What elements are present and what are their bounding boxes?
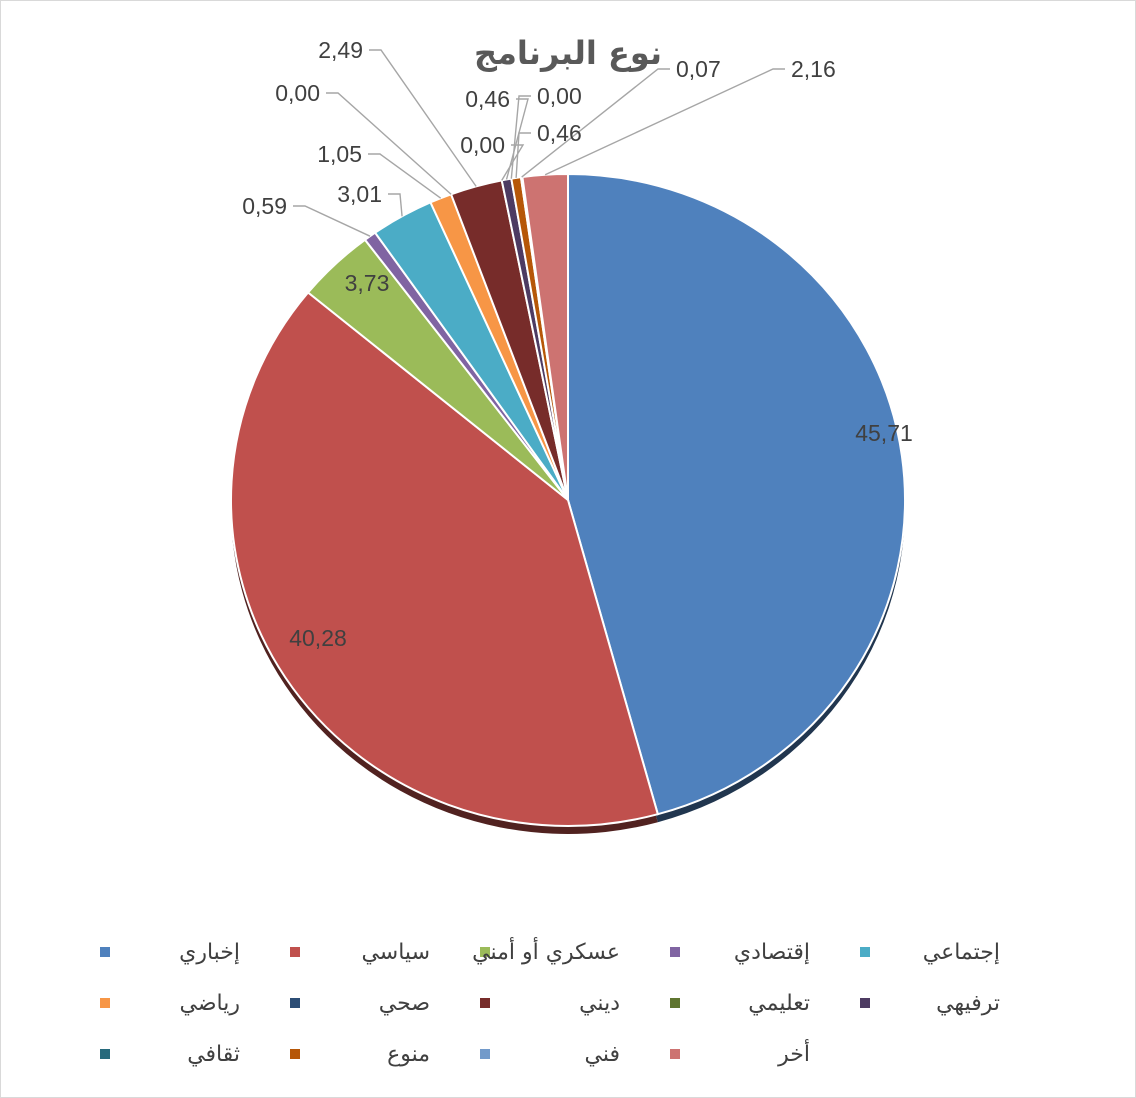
data-label: 1,05 — [317, 141, 362, 167]
legend-item: منوع — [290, 1037, 430, 1071]
legend-swatch — [670, 947, 680, 957]
legend-label: فني — [584, 1041, 621, 1067]
legend-item: أخر — [670, 1037, 810, 1071]
pie-slices — [230, 172, 907, 828]
data-label: 0,59 — [242, 193, 287, 219]
legend-item: ثقافي — [100, 1037, 240, 1071]
legend-item: إخباري — [100, 935, 240, 969]
data-label: 0,00 — [275, 80, 320, 106]
data-label: 0,00 — [537, 83, 582, 109]
legend-label: إجتماعي — [922, 939, 1000, 965]
leader-line — [521, 68, 670, 178]
leader-line — [544, 68, 785, 176]
pie-slice — [567, 172, 907, 816]
legend-swatch — [100, 998, 110, 1008]
legend-swatch — [290, 1049, 300, 1059]
leader-lines — [293, 49, 785, 237]
legend-swatch — [480, 998, 490, 1008]
leader-line — [388, 193, 403, 217]
data-label: 0,46 — [537, 120, 582, 146]
data-label: 40,28 — [289, 625, 347, 651]
leader-line — [515, 132, 531, 178]
legend: إخباري سياسي عسكري أو أمني إقتصادي إجتماعي ري… — [100, 935, 1000, 1085]
legend-item: تعليمي — [670, 986, 810, 1020]
legend-swatch — [480, 1049, 490, 1059]
leader-line — [369, 49, 477, 187]
legend-label: إقتصادي — [733, 939, 810, 965]
legend-swatch — [290, 947, 300, 957]
pie-chart: نوع البرنامج 45,71 40,28 3,73 0,59 3,01 1,05 0… — [230, 34, 913, 835]
legend-label: سياسي — [361, 939, 430, 965]
pie-slice — [230, 291, 660, 828]
data-label: 3,73 — [345, 270, 390, 296]
legend-label: رياضي — [179, 990, 240, 1016]
legend-item: إقتصادي — [670, 935, 810, 969]
legend-label: عسكري أو أمني — [472, 939, 620, 965]
legend-item: عسكري أو أمني — [472, 935, 620, 969]
legend-item: رياضي — [100, 986, 240, 1020]
legend-item: فني — [480, 1037, 620, 1071]
legend-label: إخباري — [179, 939, 240, 965]
legend-swatch — [480, 947, 490, 957]
legend-item: صحي — [290, 986, 430, 1020]
data-label: 0,07 — [676, 56, 721, 82]
legend-label: أخر — [778, 1041, 810, 1067]
legend-label: تعليمي — [748, 990, 810, 1016]
leader-line — [326, 92, 452, 195]
legend-swatch — [860, 947, 870, 957]
legend-item: إجتماعي — [860, 935, 1000, 969]
legend-swatch — [290, 998, 300, 1008]
leader-line — [510, 95, 531, 179]
legend-swatch — [100, 1049, 110, 1059]
legend-swatch — [670, 998, 680, 1008]
legend-item: ديني — [480, 986, 620, 1020]
chart-title: نوع البرنامج — [474, 34, 662, 72]
legend-swatch — [670, 1049, 680, 1059]
legend-label: ثقافي — [187, 1041, 240, 1067]
legend-label: منوع — [387, 1041, 430, 1067]
leader-line — [293, 205, 371, 237]
data-label: 0,46 — [465, 86, 510, 112]
legend-label: ترفيهي — [936, 990, 1000, 1016]
data-label: 3,01 — [337, 181, 382, 207]
legend-item: سياسي — [290, 935, 430, 969]
legend-label: صحي — [378, 990, 430, 1016]
leader-line — [368, 153, 442, 199]
legend-item: ترفيهي — [860, 986, 1000, 1020]
legend-swatch — [860, 998, 870, 1008]
data-label: 0,00 — [460, 132, 505, 158]
data-label: 2,49 — [318, 37, 363, 63]
legend-label: ديني — [579, 990, 620, 1016]
data-labels: 45,71 40,28 3,73 0,59 3,01 1,05 0,00 2,49 0,00 0,… — [242, 37, 913, 651]
data-label: 45,71 — [855, 420, 913, 446]
legend-swatch — [100, 947, 110, 957]
data-label: 2,16 — [791, 56, 836, 82]
